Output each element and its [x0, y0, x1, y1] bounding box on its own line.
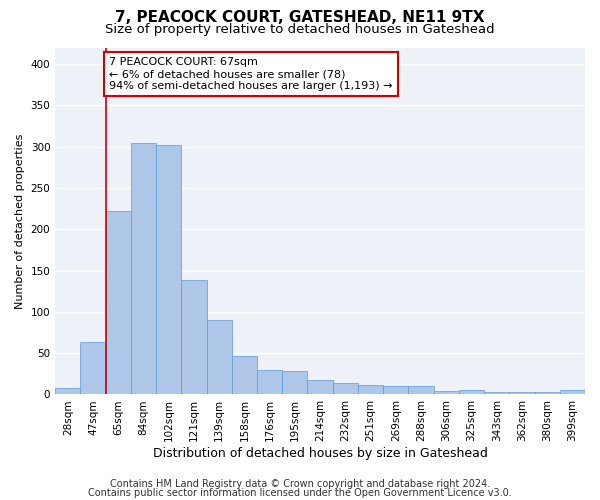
Text: Contains HM Land Registry data © Crown copyright and database right 2024.: Contains HM Land Registry data © Crown c… — [110, 479, 490, 489]
Bar — [307, 380, 332, 394]
Bar — [434, 391, 459, 394]
Y-axis label: Number of detached properties: Number of detached properties — [15, 134, 25, 308]
Bar — [232, 356, 257, 395]
Bar — [156, 145, 181, 394]
Bar — [257, 370, 282, 394]
Bar — [206, 320, 232, 394]
Bar — [80, 342, 106, 394]
Bar — [55, 388, 80, 394]
Bar — [459, 390, 484, 394]
Bar — [535, 392, 560, 394]
Bar — [332, 383, 358, 394]
Bar — [131, 142, 156, 394]
Bar — [181, 280, 206, 394]
Bar — [509, 392, 535, 394]
Text: 7, PEACOCK COURT, GATESHEAD, NE11 9TX: 7, PEACOCK COURT, GATESHEAD, NE11 9TX — [115, 10, 485, 25]
Bar — [383, 386, 409, 394]
X-axis label: Distribution of detached houses by size in Gateshead: Distribution of detached houses by size … — [152, 447, 488, 460]
Bar — [282, 370, 307, 394]
Text: Contains public sector information licensed under the Open Government Licence v3: Contains public sector information licen… — [88, 488, 512, 498]
Text: 7 PEACOCK COURT: 67sqm
← 6% of detached houses are smaller (78)
94% of semi-deta: 7 PEACOCK COURT: 67sqm ← 6% of detached … — [109, 58, 393, 90]
Bar — [560, 390, 585, 394]
Bar — [484, 392, 509, 394]
Bar — [106, 211, 131, 394]
Text: Size of property relative to detached houses in Gateshead: Size of property relative to detached ho… — [105, 22, 495, 36]
Bar — [409, 386, 434, 394]
Bar — [358, 386, 383, 394]
